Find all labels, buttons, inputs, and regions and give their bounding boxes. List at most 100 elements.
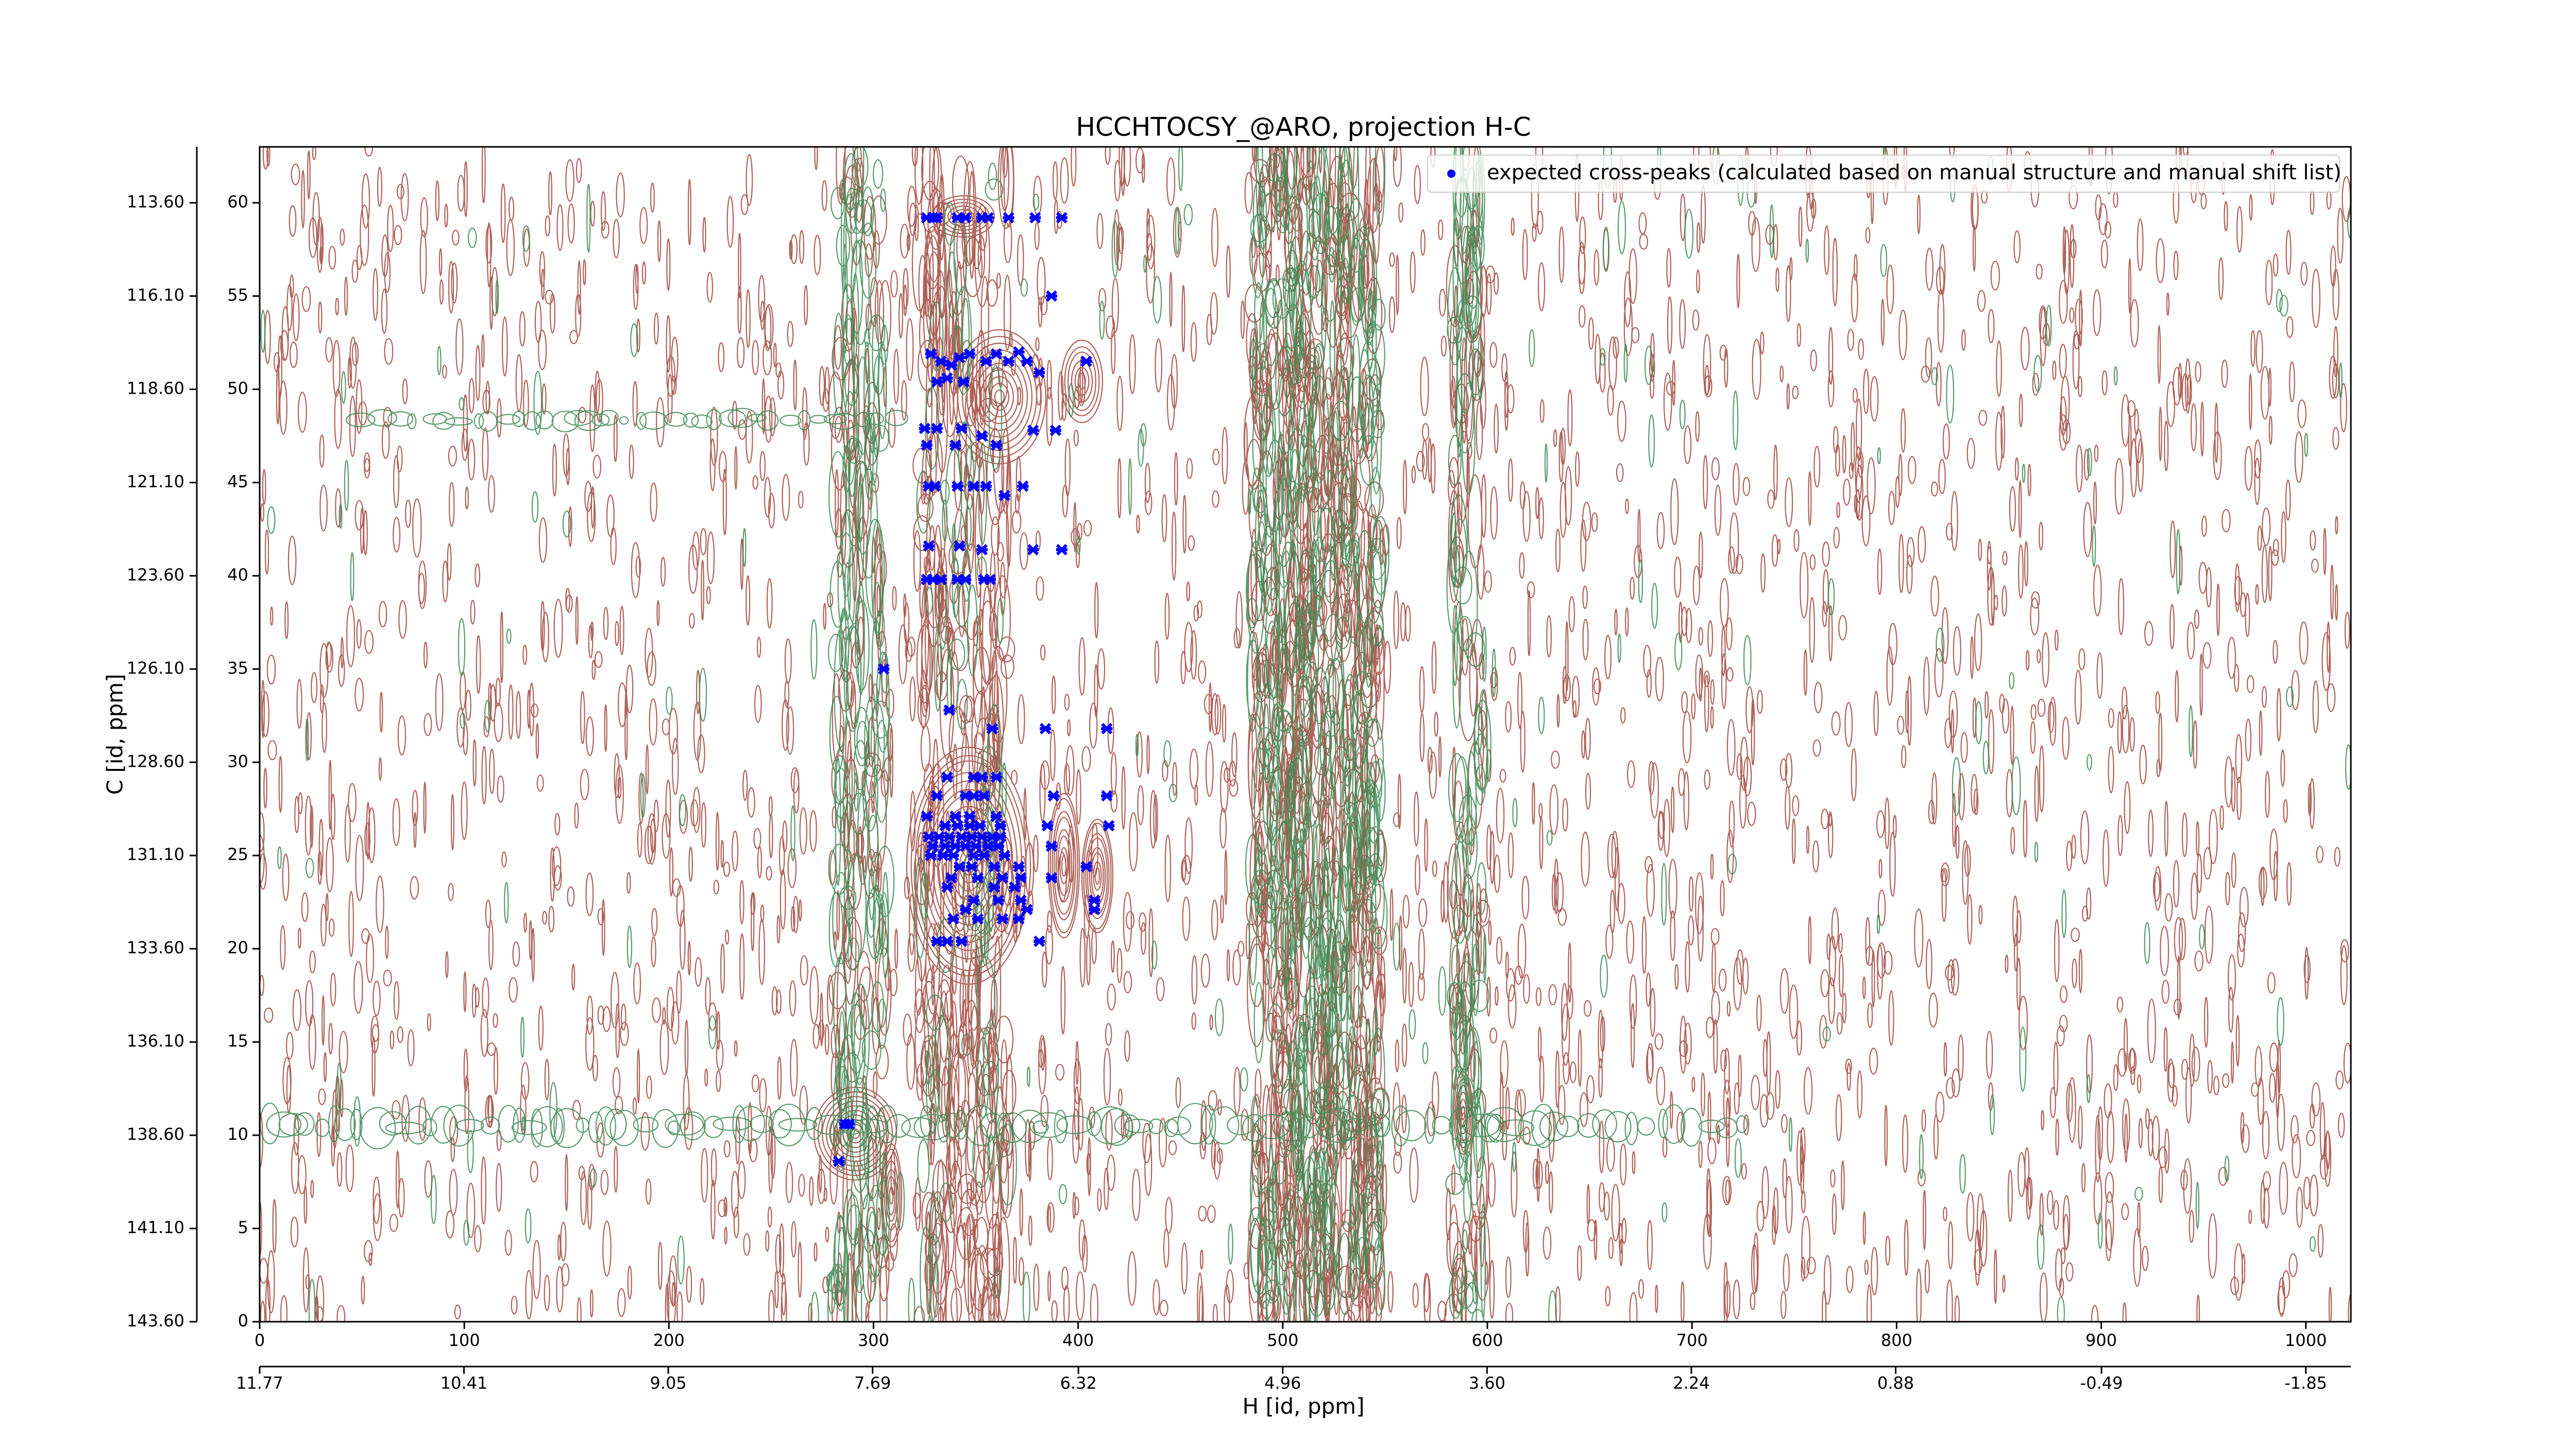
y-tick-label: 40 <box>227 565 248 584</box>
cross-peak <box>1046 873 1057 883</box>
x2-tick-label: 6.32 <box>1060 1373 1097 1393</box>
y2-tick-label: 128.60 <box>127 751 184 771</box>
cross-peak <box>1015 896 1026 905</box>
x-tick-label: 300 <box>858 1330 889 1350</box>
x2-tick-label: 0.88 <box>1877 1373 1914 1393</box>
cross-peak <box>1046 841 1057 851</box>
cross-peak <box>974 821 986 830</box>
cross-peak <box>960 575 971 584</box>
y-tick-label: 50 <box>227 378 248 398</box>
y2-tick-label: 121.10 <box>127 471 184 491</box>
chart-title: HCCHTOCSY_@ARO, projection H-C <box>1076 112 1531 142</box>
x2-tick-label: 7.69 <box>854 1373 891 1393</box>
cross-peak <box>950 812 961 821</box>
cross-peak <box>952 482 963 491</box>
cross-peak <box>1046 292 1057 301</box>
y2-tick-label: 138.60 <box>127 1124 184 1144</box>
cross-peak <box>966 862 977 871</box>
cross-peak <box>1101 791 1112 800</box>
cross-peak <box>970 841 981 851</box>
y-tick-label: 10 <box>227 1124 248 1144</box>
y-tick-label: 15 <box>227 1031 248 1051</box>
y-tick-label: 55 <box>227 285 248 305</box>
cross-peak <box>1029 213 1041 223</box>
cross-peak <box>1003 213 1014 223</box>
y2-tick-label: 136.10 <box>127 1031 184 1051</box>
cross-peak <box>1013 914 1024 923</box>
cross-peak <box>878 664 889 673</box>
cross-peak <box>939 821 951 830</box>
y-tick-label: 20 <box>227 938 248 957</box>
y-tick-label: 30 <box>227 751 248 771</box>
x2-tick-label: 3.60 <box>1469 1373 1505 1393</box>
cross-peak <box>919 424 930 433</box>
x2-tick-label: 10.41 <box>440 1373 488 1393</box>
cross-peak <box>989 862 1000 871</box>
cross-peak <box>999 851 1010 860</box>
cross-peak <box>999 491 1010 500</box>
cross-peak <box>1101 724 1112 733</box>
x2-tick-label: 4.96 <box>1264 1373 1301 1393</box>
cross-peak <box>947 914 959 923</box>
y2-tick-label: 123.60 <box>127 565 184 584</box>
x-tick-label: 100 <box>449 1330 480 1350</box>
cross-peak <box>1048 791 1059 800</box>
y2-tick-label: 131.10 <box>127 845 184 864</box>
cross-peak <box>991 812 1002 821</box>
y2-tick-label: 141.10 <box>127 1218 184 1237</box>
cross-peak <box>1042 821 1053 830</box>
x-tick-label: 600 <box>1471 1330 1503 1350</box>
x-tick-label: 800 <box>1881 1330 1912 1350</box>
cross-peak <box>941 772 953 782</box>
cross-peak <box>964 821 975 830</box>
x-tick-label: 0 <box>255 1330 265 1350</box>
cross-peak <box>960 213 971 223</box>
cross-peak <box>941 883 953 892</box>
x-axis-label: H [id, ppm] <box>1243 1394 1365 1419</box>
cross-peak <box>1040 724 1051 733</box>
cross-peak <box>1027 545 1039 554</box>
x-tick-label: 700 <box>1676 1330 1708 1350</box>
y-tick-label: 60 <box>227 192 248 212</box>
cross-peak <box>1013 347 1024 357</box>
cross-peak <box>1013 862 1024 871</box>
y-axis-label: C [id, ppm] <box>103 674 128 795</box>
y-tick-label: 0 <box>238 1311 248 1330</box>
y2-tick-label: 133.60 <box>127 938 184 957</box>
x-tick-label: 200 <box>653 1330 685 1350</box>
legend-label: expected cross-peaks (calculated based o… <box>1487 161 2342 184</box>
cross-peak <box>1103 821 1114 830</box>
cross-peak <box>1081 357 1092 366</box>
y2-tick-label: 118.60 <box>127 378 184 398</box>
y2-tick-label: 116.10 <box>127 285 184 305</box>
y-tick-label: 25 <box>227 845 248 864</box>
x2-tick-label: 11.77 <box>236 1373 283 1393</box>
cross-peak <box>964 812 975 821</box>
cross-peak <box>934 832 945 841</box>
cross-peak <box>968 791 979 800</box>
y-tick-label: 5 <box>238 1218 248 1237</box>
legend-marker <box>1447 170 1455 178</box>
cross-peak <box>1021 357 1032 366</box>
y-tick-label: 45 <box>227 471 248 491</box>
cross-peak <box>833 1157 844 1166</box>
cross-peak <box>941 374 953 383</box>
cross-peak <box>947 851 959 860</box>
x2-tick-label: 9.05 <box>650 1373 687 1393</box>
cross-peak <box>956 424 967 433</box>
x-tick-label: 500 <box>1267 1330 1298 1350</box>
x-tick-label: 1000 <box>2285 1330 2327 1350</box>
y2-tick-label: 126.10 <box>127 658 184 678</box>
cross-peak <box>954 541 965 550</box>
contour-background <box>257 105 2354 1369</box>
cross-peak <box>1017 482 1028 491</box>
cross-peak <box>972 873 984 883</box>
x-tick-label: 400 <box>1062 1330 1094 1350</box>
cross-peak <box>1033 937 1045 946</box>
cross-peak <box>1056 545 1067 554</box>
x2-tick-label: -0.49 <box>2080 1373 2123 1393</box>
x-tick-label: 900 <box>2086 1330 2117 1350</box>
cross-peak <box>931 791 943 800</box>
cross-peak <box>923 832 935 841</box>
